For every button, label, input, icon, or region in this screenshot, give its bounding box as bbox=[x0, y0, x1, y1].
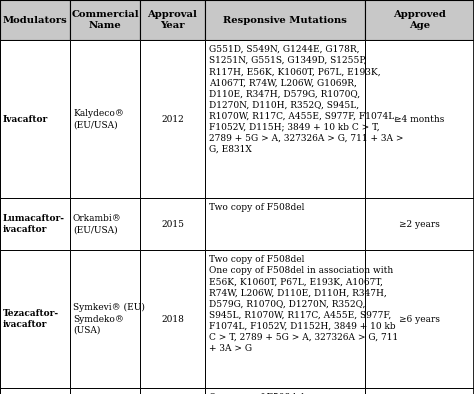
Bar bbox=[365, 198, 474, 250]
Bar bbox=[0, 250, 70, 388]
Text: Lumacaftor-
ivacaftor: Lumacaftor- ivacaftor bbox=[3, 214, 65, 234]
Bar bbox=[140, 198, 205, 250]
Text: Modulators: Modulators bbox=[3, 15, 67, 24]
Bar bbox=[70, 388, 140, 394]
Text: ≥2 years: ≥2 years bbox=[399, 219, 440, 229]
Bar bbox=[70, 198, 140, 250]
Bar bbox=[0, 388, 70, 394]
Text: Ivacaftor: Ivacaftor bbox=[3, 115, 48, 123]
Bar bbox=[140, 250, 205, 388]
Bar bbox=[365, 250, 474, 388]
Bar bbox=[205, 0, 365, 40]
Text: One copy of F508del: One copy of F508del bbox=[209, 393, 304, 394]
Text: ≥4 months: ≥4 months bbox=[394, 115, 445, 123]
Text: ≥6 years: ≥6 years bbox=[399, 314, 440, 323]
Bar bbox=[205, 40, 365, 198]
Bar bbox=[0, 40, 70, 198]
Bar bbox=[140, 388, 205, 394]
Text: 2018: 2018 bbox=[161, 314, 184, 323]
Bar bbox=[70, 40, 140, 198]
Text: Approved
Age: Approved Age bbox=[393, 10, 446, 30]
Text: Tezacaftor-
ivacaftor: Tezacaftor- ivacaftor bbox=[3, 309, 59, 329]
Text: Approval
Year: Approval Year bbox=[147, 10, 198, 30]
Bar bbox=[205, 198, 365, 250]
Bar bbox=[70, 0, 140, 40]
Bar bbox=[205, 388, 365, 394]
Bar bbox=[365, 388, 474, 394]
Text: G551D, S549N, G1244E, G178R,
S1251N, G551S, G1349D, S1255P,
R117H, E56K, K1060T,: G551D, S549N, G1244E, G178R, S1251N, G55… bbox=[209, 45, 403, 154]
Text: Orkambi®
(EU/USA): Orkambi® (EU/USA) bbox=[73, 214, 122, 234]
Text: Kalydeco®
(EU/USA): Kalydeco® (EU/USA) bbox=[73, 109, 124, 129]
Bar bbox=[140, 0, 205, 40]
Bar bbox=[0, 198, 70, 250]
Text: 2012: 2012 bbox=[161, 115, 184, 123]
Bar bbox=[0, 0, 70, 40]
Text: Two copy of F508del: Two copy of F508del bbox=[209, 203, 304, 212]
Bar bbox=[205, 250, 365, 388]
Text: Commercial
Name: Commercial Name bbox=[71, 10, 139, 30]
Bar bbox=[365, 40, 474, 198]
Text: Symkevi® (EU)
Symdeko®
(USA): Symkevi® (EU) Symdeko® (USA) bbox=[73, 303, 145, 335]
Text: Responsive Mutations: Responsive Mutations bbox=[223, 15, 347, 24]
Bar bbox=[70, 250, 140, 388]
Text: Two copy of F508del
One copy of F508del in association with
E56K, K1060T, P67L, : Two copy of F508del One copy of F508del … bbox=[209, 255, 398, 353]
Text: 2015: 2015 bbox=[161, 219, 184, 229]
Bar bbox=[365, 0, 474, 40]
Bar bbox=[140, 40, 205, 198]
